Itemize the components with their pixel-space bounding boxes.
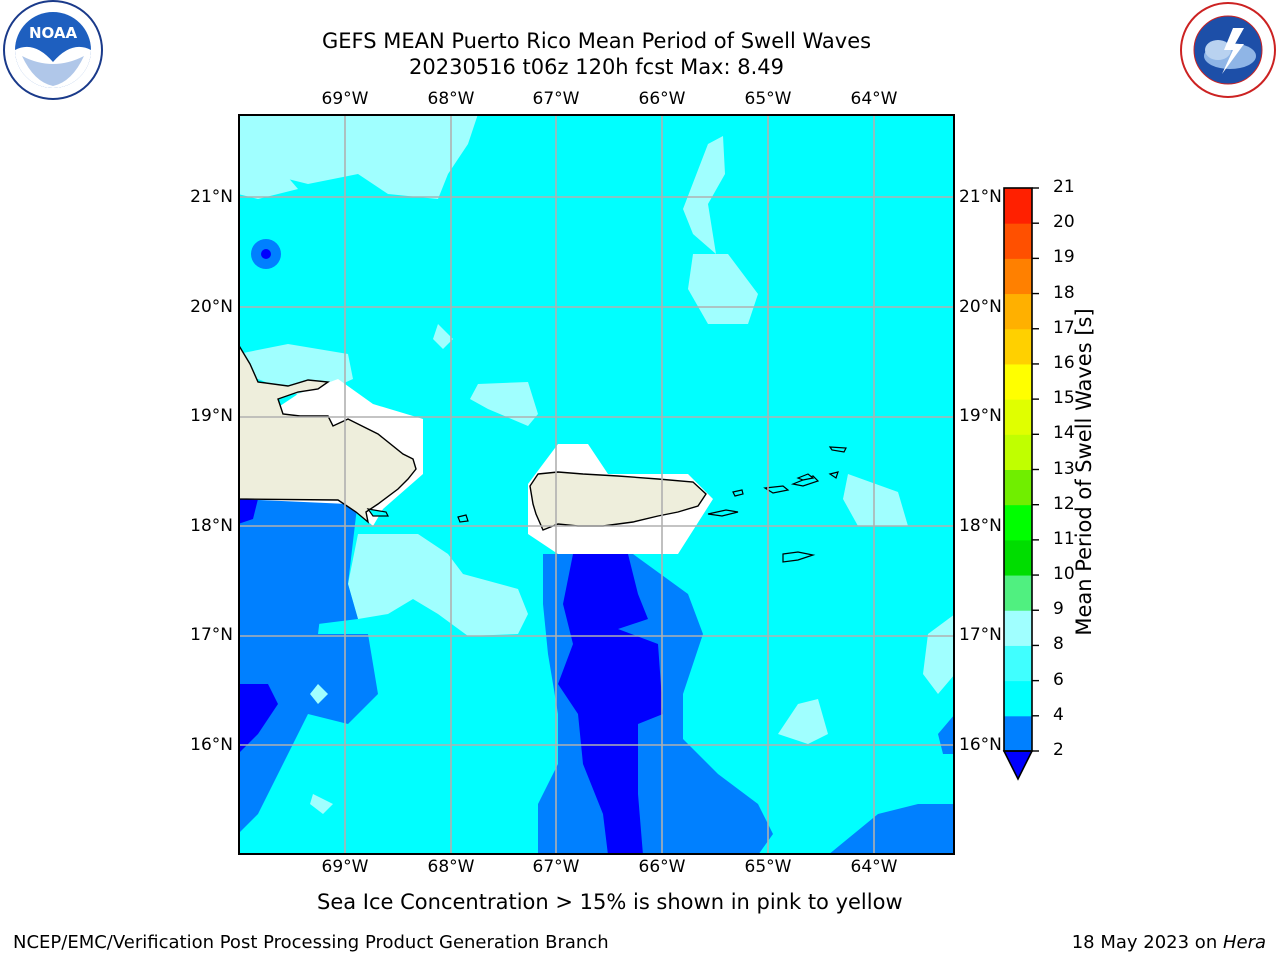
small-islands <box>366 446 847 563</box>
colorbar-segment <box>1004 258 1032 295</box>
run-date: 18 May 2023 on Hera <box>1072 932 1266 953</box>
lat-label-right: 21°N <box>959 187 1002 207</box>
colorbar-tick-label: 9 <box>1053 599 1064 620</box>
colorbar-segment <box>1004 223 1032 259</box>
lat-label-right: 20°N <box>959 297 1002 317</box>
swell-period-map <box>238 114 955 855</box>
colorbar-tick-label: 6 <box>1053 669 1064 690</box>
lat-label-left: 17°N <box>190 625 233 645</box>
colorbar <box>1002 187 1039 781</box>
colorbar-tick-label: 18 <box>1053 282 1075 303</box>
plot-title: GEFS MEAN Puerto Rico Mean Period of Swe… <box>321 29 872 53</box>
lon-label-top: 65°W <box>744 89 792 109</box>
colorbar-segment <box>1004 504 1032 541</box>
lat-label-right: 16°N <box>959 735 1002 755</box>
lon-label-bottom: 64°W <box>850 857 898 877</box>
lon-label-top: 69°W <box>321 89 369 109</box>
colorbar-tick-label: 10 <box>1053 564 1075 585</box>
field-8-9s <box>238 114 955 814</box>
colorbar-segment <box>1004 645 1032 682</box>
plot-subtitle: 20230516 t06z 120h fcst Max: 8.49 <box>409 55 784 79</box>
colorbar-segment <box>1004 188 1032 224</box>
colorbar-label: Mean Period of Swell Waves [s] <box>1072 308 1096 636</box>
colorbar-tick-label: 20 <box>1053 212 1075 233</box>
colorbar-tick-label: 4 <box>1053 704 1064 725</box>
colorbar-segment <box>1004 715 1032 752</box>
lat-label-left: 19°N <box>190 406 233 426</box>
map-grid <box>238 114 955 855</box>
lon-label-bottom: 65°W <box>744 857 792 877</box>
colorbar-segment <box>1004 399 1032 435</box>
colorbar-segment <box>1004 328 1032 365</box>
colorbar-tick-label: 16 <box>1053 352 1075 373</box>
lon-label-bottom: 69°W <box>321 857 369 877</box>
hispaniola-land <box>238 342 417 524</box>
lon-label-top: 66°W <box>638 89 686 109</box>
map-frame <box>238 114 955 855</box>
lat-label-left: 20°N <box>190 297 233 317</box>
lat-label-right: 17°N <box>959 625 1002 645</box>
lon-label-bottom: 68°W <box>427 857 475 877</box>
lon-label-top: 67°W <box>532 89 580 109</box>
colorbar-segment <box>1004 539 1032 576</box>
lat-label-right: 19°N <box>959 406 1002 426</box>
colorbar-tick-label: 12 <box>1053 493 1075 514</box>
colorbar-segment <box>1004 575 1032 611</box>
colorbar-segment <box>1004 363 1032 400</box>
colorbar-tick-label: 11 <box>1053 528 1075 549</box>
colorbar-segment <box>1004 434 1032 470</box>
colorbar-segment <box>1004 680 1032 717</box>
colorbar-tick-label: 2 <box>1053 740 1064 760</box>
lat-label-left: 21°N <box>190 187 233 207</box>
noaa-logo: NOAA <box>3 0 103 100</box>
machine-name: Hera <box>1222 932 1266 953</box>
colorbar-extend-triangle <box>1002 750 1034 781</box>
lat-label-left: 16°N <box>190 735 233 755</box>
sea-ice-note: Sea Ice Concentration > 15% is shown in … <box>317 890 903 914</box>
lon-label-top: 68°W <box>427 89 475 109</box>
field-2-4s <box>238 249 663 855</box>
colorbar-tick-label: 8 <box>1053 634 1064 655</box>
colorbar-tick-label: 19 <box>1053 247 1075 268</box>
colorbar-segment <box>1004 610 1032 646</box>
colorbar-tick-label: 17 <box>1053 317 1075 338</box>
colorbar-tick-label: 15 <box>1053 388 1075 409</box>
lon-label-bottom: 67°W <box>532 857 580 877</box>
noaa-logo-text: NOAA <box>29 24 78 42</box>
branch-credit: NCEP/EMC/Verification Post Processing Pr… <box>13 932 609 953</box>
colorbar-tick-label: 13 <box>1053 458 1075 479</box>
colorbar-tick-label: 14 <box>1053 423 1075 444</box>
lat-label-right: 18°N <box>959 516 1002 536</box>
lon-label-top: 64°W <box>850 89 898 109</box>
colorbar-segment <box>1004 293 1032 330</box>
lon-label-bottom: 66°W <box>638 857 686 877</box>
nws-logo <box>1180 2 1276 98</box>
run-date-text: 18 May 2023 on <box>1071 932 1223 953</box>
colorbar-segment <box>1004 469 1032 506</box>
lat-label-left: 18°N <box>190 516 233 536</box>
colorbar-tick-label: 21 <box>1053 177 1075 197</box>
